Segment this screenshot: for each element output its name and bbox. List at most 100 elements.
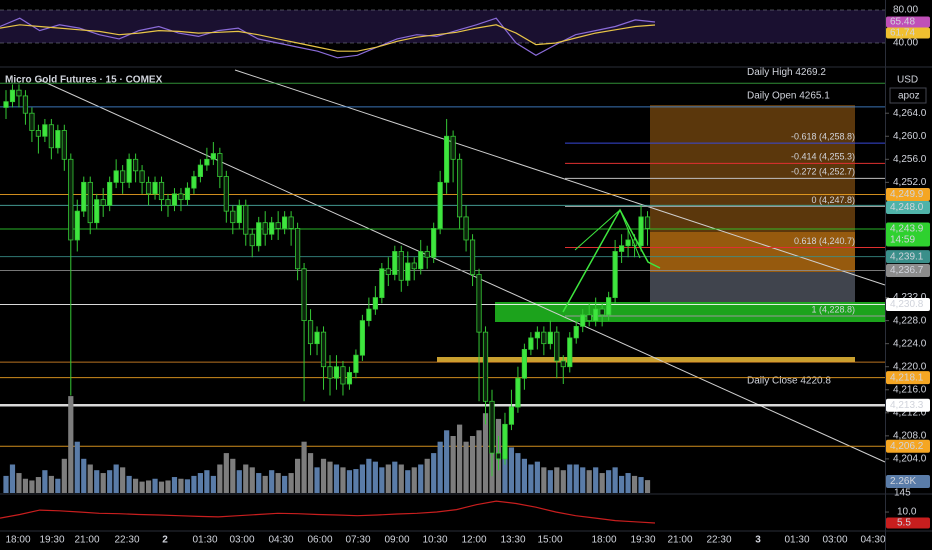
price-tag (886, 439, 930, 453)
candle-body (469, 239, 476, 275)
volume-bar (521, 458, 527, 493)
volume-bar (81, 458, 87, 493)
volume-ma-label: 145 (894, 488, 911, 499)
volume-bar (508, 447, 515, 493)
volume-bar (158, 481, 165, 493)
fib-label: -0.272 (4,252.7) (791, 167, 855, 177)
candle-body (567, 337, 573, 368)
volume-bar (567, 464, 573, 493)
volume-bar (262, 475, 268, 493)
volume-bar (3, 475, 9, 493)
volume-bar (541, 467, 547, 493)
countdown: 14:59 (890, 235, 915, 246)
volume-tag-label: 2.26K (890, 476, 916, 487)
volume-bar (457, 424, 463, 493)
pattern-drawing (574, 209, 641, 259)
candle-body (606, 297, 612, 316)
candle-body (515, 377, 521, 408)
price-tag (886, 200, 930, 214)
x-tick-label: 06:00 (307, 535, 332, 546)
trend-line (234, 69, 886, 286)
candle-body (68, 158, 74, 241)
volume-bar (145, 480, 152, 493)
volume-bar (644, 480, 651, 493)
candle-body (294, 228, 301, 270)
candle-body (236, 204, 242, 224)
candle-body (476, 274, 482, 333)
volume-bar (217, 464, 223, 493)
volume-bar (74, 441, 80, 493)
rsi-tag (886, 27, 930, 39)
candle-body (327, 366, 333, 379)
rsi-line (0, 24, 656, 52)
candle-body (314, 331, 320, 345)
price-tag-label: 4,206.2 (890, 441, 924, 452)
candle-body (256, 222, 262, 247)
pattern-drawing (562, 208, 661, 313)
fib-label: -0.414 (4,255.3) (791, 152, 855, 162)
candle-body (463, 216, 469, 241)
volume-bar (184, 479, 191, 493)
volume-bar (560, 470, 566, 493)
candles (3, 84, 651, 477)
x-tick-label: 3 (755, 535, 761, 546)
x-tick-label: 18:00 (5, 535, 30, 546)
y-tick-label: 4,220.0 (893, 361, 927, 372)
candle-body (502, 423, 508, 460)
volume-bar (450, 436, 456, 493)
volume-bar (405, 470, 411, 493)
volume-bar (431, 453, 437, 493)
currency: USD (897, 75, 918, 86)
lower-tick-label: 10.0 (897, 507, 917, 518)
volume-bar (282, 475, 288, 493)
volume-bar (133, 478, 139, 493)
volume-bar (359, 464, 365, 493)
x-tick-label: 01:30 (784, 535, 809, 546)
volume-bar (366, 458, 372, 493)
rsi-band (0, 10, 885, 43)
candle-body (29, 112, 35, 131)
x-tick-label: 19:30 (39, 535, 64, 546)
volume-bar (327, 461, 333, 493)
annotation-label: Daily High 4269.2 (747, 67, 826, 78)
volume-bar (307, 453, 314, 493)
account: apoz (898, 91, 920, 102)
candle-body (204, 158, 210, 166)
volume-bar (586, 470, 592, 493)
lower-line (0, 500, 656, 524)
y-tick-label: 4,208.0 (893, 430, 927, 441)
x-tick-label: 22:30 (706, 535, 731, 546)
volume-bar (444, 430, 450, 493)
axes: 4,264.0 4,260.0 4,256.0 4,252.0 4,232.0 4,228… (885, 108, 930, 499)
candle-body (48, 124, 54, 149)
volume-bar (398, 464, 404, 493)
volume-bar (573, 464, 579, 493)
candle-body (560, 360, 566, 368)
volume-bar (35, 477, 41, 493)
candle-body (333, 366, 340, 379)
volume-bar (230, 458, 236, 493)
y-tick-label: 4,224.0 (893, 338, 927, 349)
candle-body (230, 210, 236, 224)
volume-bar (9, 464, 16, 493)
candle-body (42, 124, 48, 137)
volume-bar (29, 480, 35, 493)
candle-body (301, 268, 307, 322)
lower-tag (886, 517, 930, 529)
volume-bar (100, 473, 106, 493)
trend-line (39, 79, 886, 463)
volume-bar (152, 478, 158, 493)
candle-body (392, 251, 398, 275)
candle-body (379, 268, 385, 298)
candle-body (346, 372, 353, 385)
candle-body (81, 181, 87, 212)
volume-bar (606, 470, 612, 493)
candle-body (249, 233, 255, 247)
candle-body (450, 135, 456, 160)
volume-bar (223, 453, 229, 493)
volume-bar (612, 467, 618, 493)
candle-body (573, 325, 579, 339)
candle-body (145, 181, 152, 195)
target-zone (650, 105, 855, 232)
x-tick-label: 04:30 (860, 535, 885, 546)
